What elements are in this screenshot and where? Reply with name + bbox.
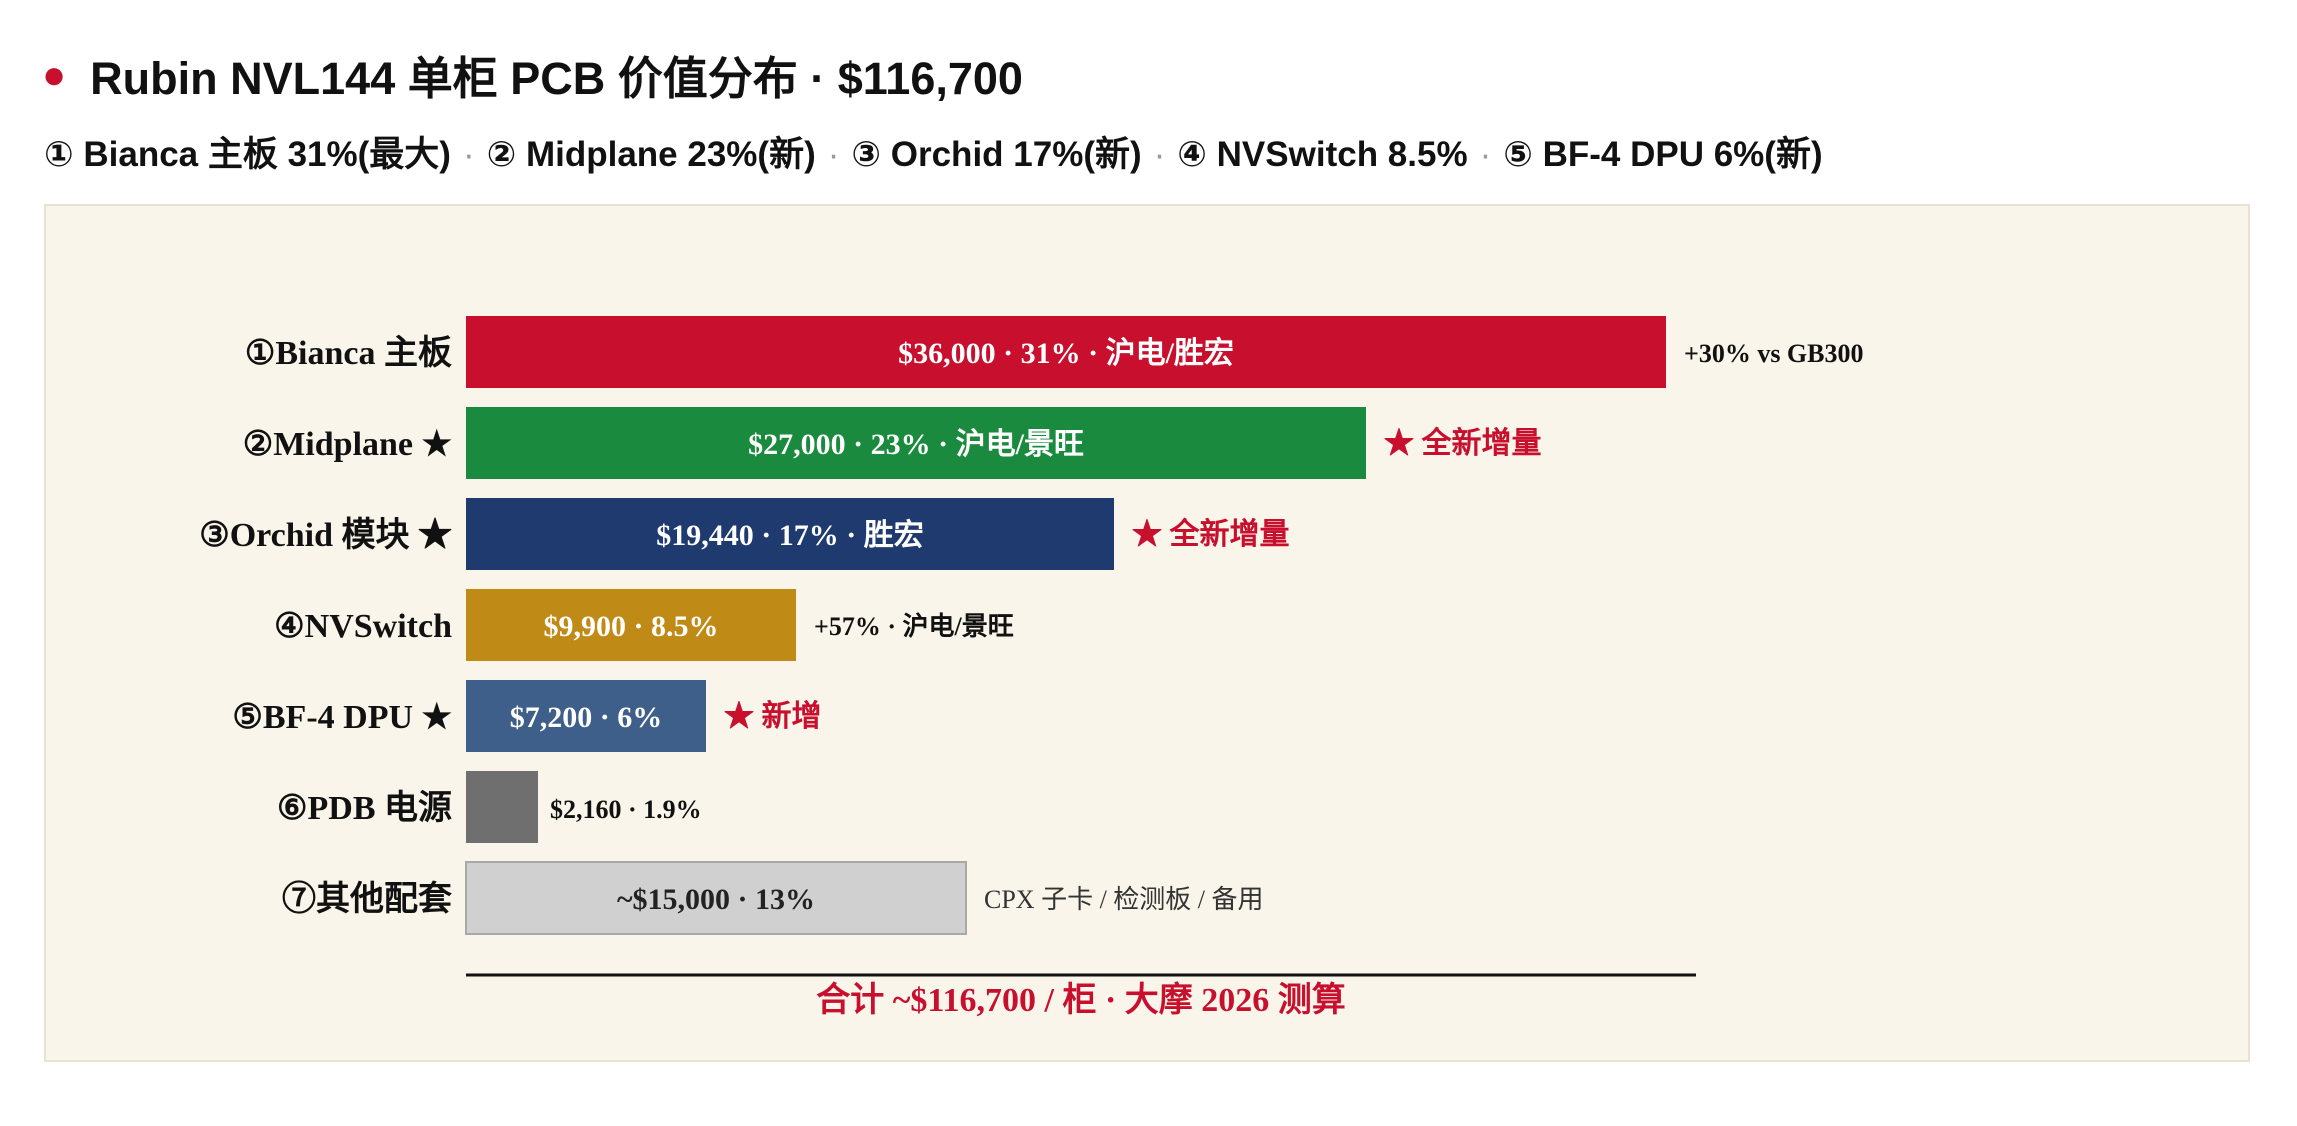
subtitle-separator: · [462, 135, 475, 174]
category-label: ①Bianca 主板 [245, 334, 452, 372]
page-title: Rubin NVL144 单柜 PCB 价值分布 · $116,700 [90, 53, 1023, 104]
bar-value-label: $9,900 · 8.5% [543, 610, 718, 643]
subtitle-item: ③ Orchid 17%(新) [851, 135, 1142, 174]
category-label: ⑥PDB 电源 [277, 789, 452, 827]
category-label: ④NVSwitch [274, 608, 452, 645]
category-label: ②Midplane ★ [243, 426, 452, 463]
bar-annotation: CPX 子卡 / 检测板 / 备用 [984, 885, 1264, 914]
bar [465, 861, 967, 935]
subtitle-separator: · [827, 135, 840, 174]
bar-value-label: $2,160 · 1.9% [550, 795, 702, 824]
subtitle-summary: ① Bianca 主板 31%(最大) · ② Midplane 23%(新) · ③ … [44, 126, 1823, 177]
chart-panel: ①Bianca 主板 $36,000 · 31% · 沪电/胜宏 +30% vs G… [44, 204, 2250, 1062]
bar-value-label: $27,000 · 23% · 沪电/景旺 [748, 428, 1084, 461]
bar-value-label: $7,200 · 6% [510, 701, 663, 734]
bar [466, 589, 796, 661]
bullet-dot-icon: ● [42, 52, 67, 97]
bar [466, 316, 1666, 388]
title-row: ● Rubin NVL144 单柜 PCB 价值分布 · $116,700 [42, 42, 1023, 107]
subtitle-separator: · [1479, 135, 1492, 174]
bar-chart: ①Bianca 主板 $36,000 · 31% · 沪电/胜宏 +30% vs G… [199, 316, 1864, 1019]
bar-annotation: ★ 新增 [724, 700, 822, 733]
bar [466, 771, 538, 843]
subtitle-separator: · [1153, 135, 1166, 174]
subtitle-item: ⑤ BF-4 DPU 6%(新) [1503, 135, 1823, 174]
total-label: 合计 ~$116,700 / 柜 · 大摩 2026 测算 [816, 981, 1346, 1019]
bar-annotation: +57% · 沪电/景旺 [814, 612, 1014, 641]
bar-annotation: ★ 全新增量 [1132, 517, 1290, 551]
bar-annotation: +30% vs GB300 [1684, 339, 1864, 368]
category-label: ③Orchid 模块 ★ [199, 516, 452, 554]
subtitle-item: ① Bianca 主板 31%(最大) [44, 135, 451, 174]
bar-value-label: ~$15,000 · 13% [617, 883, 815, 916]
category-label: ⑦其他配套 [282, 880, 452, 918]
bar-value-label: $19,440 · 17% · 胜宏 [656, 518, 924, 552]
bar [466, 680, 706, 752]
bar-annotation: ★ 全新增量 [1384, 426, 1542, 460]
category-label: ⑤BF-4 DPU ★ [232, 699, 452, 736]
subtitle-item: ④ NVSwitch 8.5% [1177, 135, 1468, 174]
bar [466, 407, 1366, 479]
subtitle-item: ② Midplane 23%(新) [486, 135, 816, 174]
bar-value-label: $36,000 · 31% · 沪电/胜宏 [898, 336, 1234, 370]
bar [466, 498, 1114, 570]
